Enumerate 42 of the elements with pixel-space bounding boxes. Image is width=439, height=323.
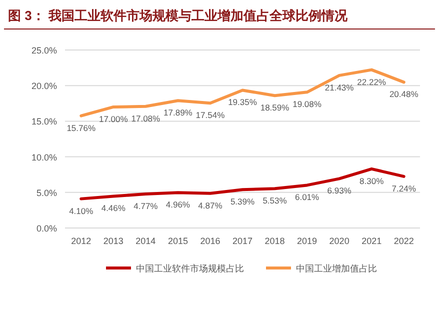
data-label: 17.08%: [131, 113, 161, 124]
data-label: 18.59%: [260, 102, 290, 113]
data-label: 20.48%: [389, 89, 419, 100]
y-tick-label: 15.0%: [31, 116, 57, 127]
data-label: 4.77%: [134, 201, 158, 212]
x-tick-label: 2017: [232, 236, 253, 246]
data-label: 4.96%: [166, 200, 190, 210]
data-label: 21.43%: [324, 82, 354, 92]
legend-label: 中国工业软件市场规模占比: [136, 264, 244, 274]
y-tick-label: 10.0%: [31, 152, 57, 162]
data-label: 19.35%: [228, 97, 258, 108]
x-tick-label: 2018: [264, 236, 285, 246]
x-tick-label: 2020: [329, 236, 350, 246]
data-label: 19.08%: [292, 99, 322, 110]
data-label: 4.46%: [101, 203, 126, 214]
x-tick-label: 2021: [362, 236, 382, 246]
y-tick-label: 0.0%: [36, 224, 57, 234]
legend-label: 中国工业增加值占比: [296, 264, 377, 274]
data-label: 5.39%: [230, 196, 255, 207]
data-label: 8.30%: [360, 176, 384, 186]
data-label: 17.00%: [98, 114, 128, 124]
x-tick-label: 2016: [200, 236, 220, 246]
y-tick-label: 5.0%: [36, 188, 57, 198]
y-tick-label: 20.0%: [31, 81, 57, 92]
data-label: 17.54%: [196, 110, 226, 120]
x-tick-label: 2014: [136, 236, 156, 246]
chart-title: 图 3： 我国工业软件市场规模与工业增加值占全球比例情况: [8, 8, 348, 23]
x-tick-label: 2019: [297, 236, 318, 246]
x-tick-label: 2012: [71, 236, 92, 246]
data-label: 7.24%: [392, 183, 416, 194]
data-label: 6.01%: [294, 192, 320, 202]
data-label: 4.87%: [198, 200, 223, 210]
data-label: 22.22%: [357, 76, 386, 87]
x-tick-label: 2013: [103, 236, 124, 246]
data-label: 5.53%: [262, 196, 288, 206]
x-tick-label: 2022: [394, 236, 414, 246]
y-tick-label: 25.0%: [31, 46, 57, 56]
data-label: 17.89%: [164, 108, 193, 118]
data-label: 4.10%: [69, 206, 94, 216]
data-label: 15.76%: [66, 122, 96, 133]
data-label: 6.93%: [327, 186, 352, 196]
x-tick-label: 2015: [168, 236, 188, 246]
